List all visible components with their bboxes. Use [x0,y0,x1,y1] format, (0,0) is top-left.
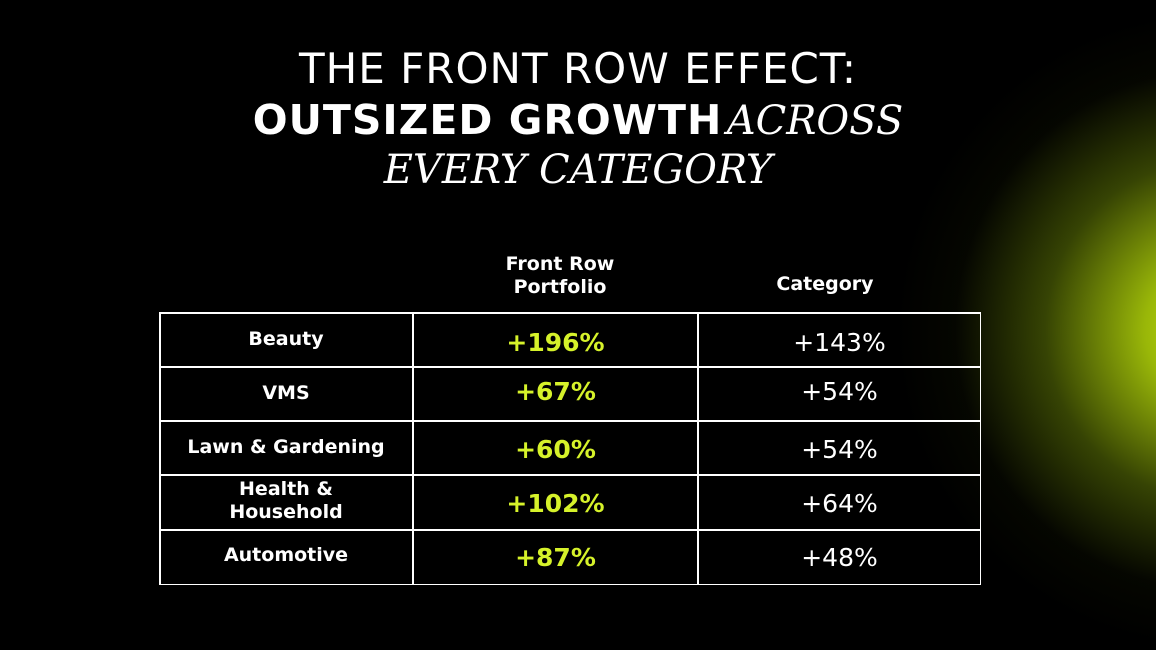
grid-divider-2 [697,312,699,585]
front-row-value-lawn-gardening: +60% [515,434,596,464]
category-value-beauty: +143% [793,327,886,357]
grid-divider-1 [412,312,414,585]
row-label-lawn-gardening: Lawn & Gardening [187,435,385,458]
column-header-portfolio-line1: Front Row [505,253,615,275]
row-label-automotive: Automotive [223,543,349,566]
grid-border-left [159,312,161,585]
column-header-portfolio-line2: Portfolio [513,276,607,298]
row-label-beauty: Beauty [248,327,324,350]
grid-border-top [159,312,981,314]
grid-border-right [979,312,981,585]
row-label-health-household: Health & Household [229,478,343,523]
column-header-portfolio: Front Row Portfolio [470,253,650,299]
row-label-vms: VMS [262,381,310,404]
title-line-2: OUTSIZED GROWTH ACROSS [0,96,1156,154]
front-row-value-health-household: +102% [506,488,605,518]
category-value-lawn-gardening: +54% [801,434,878,464]
grid-row-divider-1 [159,366,981,368]
grid-border-bottom [159,583,981,585]
category-value-health-household: +64% [801,488,878,518]
grid-row-divider-4 [159,529,981,531]
title-italic-phrase: ACROSS [726,98,904,144]
title-bold-phrase: OUTSIZED GROWTH [252,96,723,144]
category-value-automotive: +48% [801,542,878,572]
category-value-vms: +54% [801,376,878,406]
front-row-value-beauty: +196% [506,327,605,357]
front-row-value-vms: +67% [515,376,596,406]
title-line-1: THE FRONT ROW EFFECT: [299,44,857,93]
grid-row-divider-3 [159,474,981,476]
title-line-3: EVERY CATEGORY [383,147,773,193]
front-row-value-automotive: +87% [515,542,596,572]
table-grid [159,312,981,585]
grid-row-divider-2 [159,420,981,422]
column-header-category: Category [776,273,874,295]
